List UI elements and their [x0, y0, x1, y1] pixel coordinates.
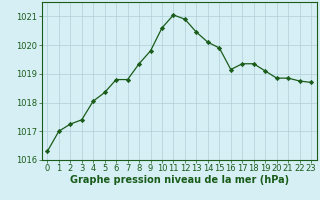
- X-axis label: Graphe pression niveau de la mer (hPa): Graphe pression niveau de la mer (hPa): [70, 175, 289, 185]
